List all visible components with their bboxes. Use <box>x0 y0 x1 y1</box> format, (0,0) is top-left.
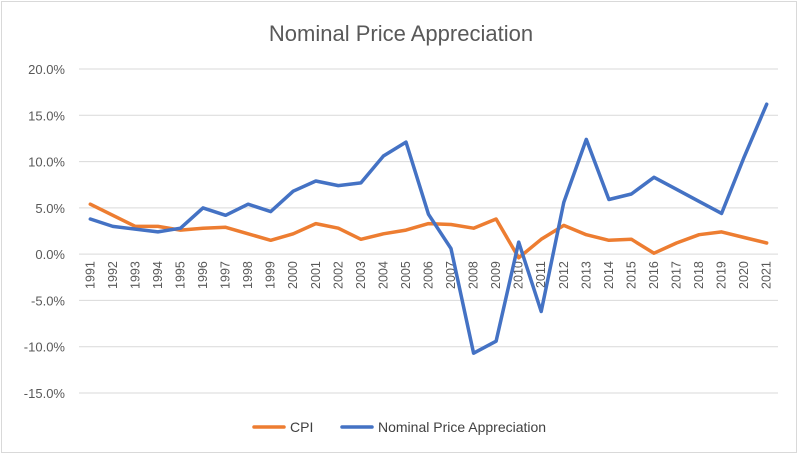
series-line-cpi <box>88 202 769 260</box>
y-tick-label: 20.0% <box>28 62 65 77</box>
y-tick-label: 10.0% <box>28 155 65 170</box>
x-tick-label: 2013 <box>579 261 593 289</box>
x-tick-label: 2010 <box>512 261 526 289</box>
y-axis-ticks: 20.0% 15.0% 10.0% 5.0% 0.0% -5.0% -10.0% -15.0% <box>24 62 66 401</box>
y-tick-label: 5.0% <box>35 201 65 216</box>
x-tick-label: 2006 <box>422 261 436 289</box>
gridlines <box>79 68 778 394</box>
chart-title: Nominal Price Appreciation <box>269 21 533 46</box>
x-tick-label: 2005 <box>399 261 413 289</box>
x-tick-label: 2003 <box>354 261 368 289</box>
series-lines <box>88 102 769 355</box>
series-line-nominal-price-appreciation <box>88 102 769 355</box>
x-tick-label: 2017 <box>670 261 684 289</box>
y-tick-label: 15.0% <box>28 108 65 123</box>
x-tick-label: 1997 <box>219 261 233 289</box>
x-tick-label: 1994 <box>151 261 165 289</box>
x-tick-label: 1999 <box>264 261 278 289</box>
x-tick-label: 2015 <box>624 261 638 289</box>
x-tick-label: 2019 <box>715 261 729 289</box>
x-tick-label: 2012 <box>557 261 571 289</box>
x-tick-label: 2001 <box>309 261 323 289</box>
legend-label: Nominal Price Appreciation <box>378 419 546 435</box>
x-tick-label: 1995 <box>173 261 187 289</box>
x-tick-label: 2018 <box>692 261 706 289</box>
x-tick-label: 1993 <box>128 261 142 289</box>
y-tick-label: 0.0% <box>35 247 65 262</box>
x-axis-ticks: 1991 1992 1993 1994 1995 1996 1997 1998 1999 2000… <box>83 261 773 289</box>
x-tick-label: 2000 <box>286 261 300 289</box>
x-tick-label: 2014 <box>602 261 616 289</box>
x-tick-label: 2016 <box>647 261 661 289</box>
x-tick-label: 2008 <box>467 261 481 289</box>
x-tick-label: 2020 <box>737 261 751 289</box>
legend: CPI Nominal Price Appreciation <box>252 419 546 435</box>
x-tick-label: 1996 <box>196 261 210 289</box>
legend-label: CPI <box>290 419 313 435</box>
x-tick-label: 2011 <box>534 261 548 288</box>
x-tick-label: 1992 <box>106 261 120 289</box>
x-tick-label: 1991 <box>83 261 97 289</box>
x-tick-label: 1998 <box>241 261 255 289</box>
y-tick-label: -5.0% <box>31 293 65 308</box>
y-tick-label: -15.0% <box>24 386 66 401</box>
x-tick-label: 2009 <box>489 261 503 289</box>
y-tick-label: -10.0% <box>24 340 66 355</box>
x-tick-label: 2004 <box>376 261 390 289</box>
x-tick-label: 2021 <box>760 261 774 289</box>
x-tick-label: 2002 <box>331 261 345 289</box>
